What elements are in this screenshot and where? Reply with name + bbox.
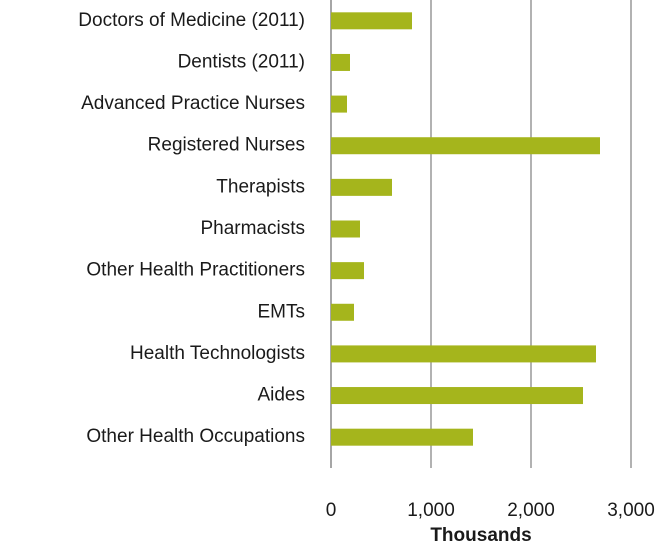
bar <box>331 428 473 446</box>
y-tick-label: Pharmacists <box>200 218 305 239</box>
y-tick-label: Dentists (2011) <box>178 51 305 72</box>
bar <box>331 12 412 30</box>
x-tick-label: 3,000 <box>607 500 655 521</box>
y-tick-label: Doctors of Medicine (2011) <box>78 10 305 31</box>
bar <box>331 220 360 238</box>
x-axis-title: Thousands <box>430 525 531 546</box>
x-tick-label: 0 <box>326 500 337 521</box>
y-tick-label: Registered Nurses <box>148 135 305 156</box>
bar <box>331 303 354 321</box>
y-tick-label: Health Technologists <box>130 343 305 364</box>
bar <box>331 178 392 196</box>
bar <box>331 53 350 71</box>
y-tick-label: Other Health Occupations <box>86 426 305 447</box>
x-tick-label: 1,000 <box>407 500 455 521</box>
y-tick-label: Aides <box>257 385 305 406</box>
bar <box>331 137 600 155</box>
x-tick-label: 2,000 <box>507 500 555 521</box>
y-tick-label: EMTs <box>258 301 306 322</box>
bar <box>331 387 583 405</box>
y-tick-label: Therapists <box>216 176 305 197</box>
y-tick-label: Advanced Practice Nurses <box>81 93 305 114</box>
y-tick-label: Other Health Practitioners <box>86 260 305 281</box>
bar <box>331 262 364 280</box>
bar <box>331 95 347 113</box>
bar <box>331 345 596 363</box>
